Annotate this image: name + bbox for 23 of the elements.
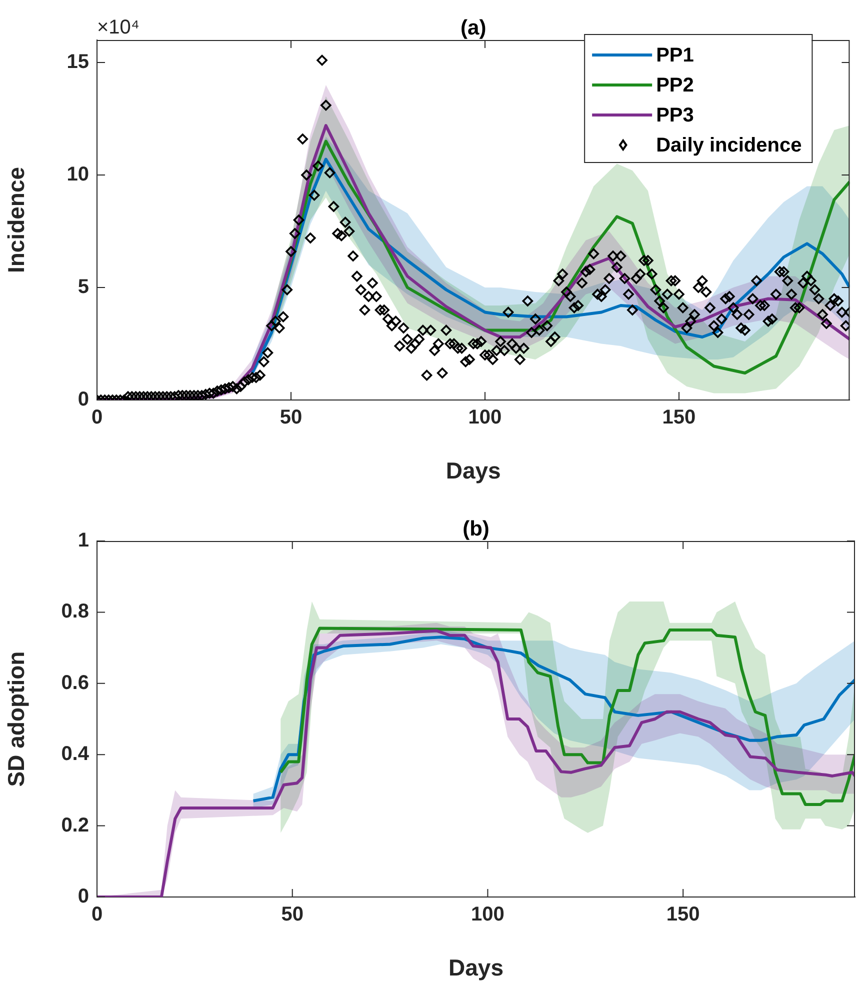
y-tick-label: 0.2 [61, 814, 89, 836]
x-axis-title: Days [446, 458, 501, 484]
y-tick-label: 0.8 [61, 600, 89, 623]
y-axis-title: SD adoption [3, 651, 30, 787]
y-tick-label: 0.6 [61, 672, 89, 694]
y-tick-label: 0 [78, 886, 89, 908]
y-tick-label: 15 [66, 51, 89, 74]
y-tick-label: 1 [78, 530, 89, 552]
y-tick-label: 5 [78, 276, 89, 298]
x-tick-label: 50 [281, 904, 304, 926]
text: ×10⁴ [97, 16, 140, 39]
x-tick-label: 150 [662, 406, 696, 429]
chart-title: (b) [462, 517, 490, 540]
x-tick-label: 150 [666, 904, 700, 926]
x-tick-label: 100 [471, 904, 504, 926]
x-tick-label: 50 [280, 406, 302, 429]
y-tick-label: 0.4 [61, 743, 90, 766]
chart-title: (a) [460, 16, 486, 40]
y-tick-label: 10 [66, 164, 89, 186]
x-axis-title: Days [448, 954, 504, 981]
x-tick-label: 100 [468, 406, 502, 429]
y-axis-title: Incidence [3, 166, 30, 274]
y-tick-label: 0 [78, 388, 89, 411]
